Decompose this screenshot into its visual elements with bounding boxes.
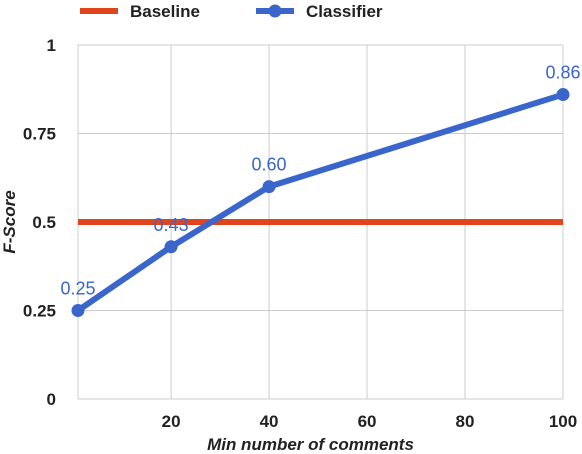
legend: Baseline Classifier xyxy=(80,2,383,21)
tick-labels: 0 0.25 0.5 0.75 1 20 40 60 80 100 xyxy=(23,36,577,431)
data-label: 0.43 xyxy=(154,215,189,235)
x-tick-label: 60 xyxy=(358,412,377,431)
x-tick-label: 100 xyxy=(549,412,577,431)
data-point xyxy=(262,180,276,194)
legend-marker xyxy=(268,4,282,18)
x-axis-label: Min number of comments xyxy=(207,435,414,454)
data-label: 0.60 xyxy=(252,155,287,175)
y-tick-label: 0.5 xyxy=(32,213,56,232)
y-tick-label: 0.25 xyxy=(23,302,56,321)
y-axis-label: F-Score xyxy=(0,190,19,253)
legend-label: Classifier xyxy=(306,2,383,21)
series-line-classifier xyxy=(76,91,564,313)
data-label: 0.25 xyxy=(60,279,95,299)
y-tick-label: 0 xyxy=(47,390,56,409)
x-tick-label: 20 xyxy=(162,412,181,431)
series-layer: 0.25 0.43 0.60 0.86 xyxy=(60,63,581,317)
y-tick-label: 1 xyxy=(47,36,56,55)
data-point xyxy=(556,88,570,102)
x-tick-label: 40 xyxy=(260,412,279,431)
data-label: 0.86 xyxy=(545,63,580,83)
x-tick-label: 80 xyxy=(456,412,475,431)
y-tick-label: 0.75 xyxy=(23,125,56,144)
data-point xyxy=(164,240,178,254)
data-point xyxy=(71,304,85,317)
legend-label: Baseline xyxy=(130,2,200,21)
